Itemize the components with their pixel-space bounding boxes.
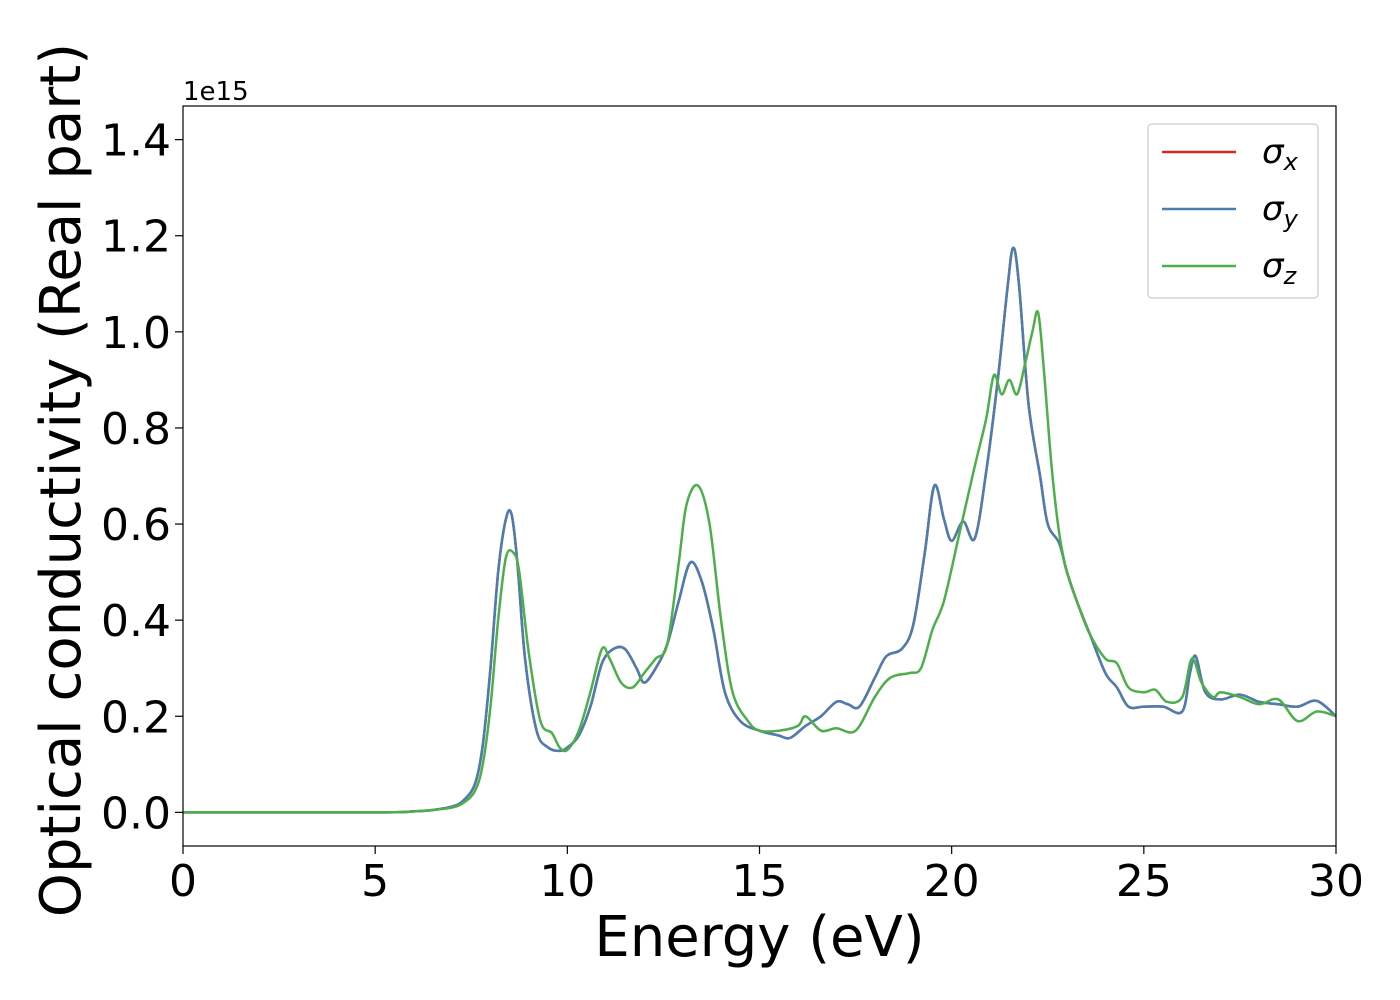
x-tick-label: 20 [924,856,980,907]
x-tick-label: 25 [1116,856,1172,907]
x-tick-label: 10 [539,856,595,907]
series-layer [183,246,1336,814]
y-tick-label: 1.4 [101,116,171,167]
y-axis-ticks: 0.0 0.2 0.4 0.6 0.8 1.0 1.2 1.4 [101,116,183,839]
legend-label-sigma-y: σy [1262,189,1299,233]
x-tick-label: 15 [732,856,788,907]
x-axis-ticks: 0 5 10 15 20 25 30 [169,846,1364,907]
y-tick-label: 1.2 [101,212,171,263]
y-axis-offset-label: 1e15 [183,77,249,107]
x-tick-label: 30 [1308,856,1364,907]
series-line-sigma-z [183,309,1336,814]
y-tick-label: 0.8 [101,404,171,455]
legend-label-sigma-z: σz [1262,246,1298,290]
series-line-sigma-y [183,246,1336,814]
legend: σx σy σz [1147,123,1319,299]
legend-box [1147,123,1319,299]
y-tick-label: 1.0 [101,308,171,359]
x-tick-label: 0 [169,856,197,907]
y-tick-label: 0.0 [101,788,171,839]
y-tick-label: 0.2 [101,692,171,743]
legend-label-sigma-x: σx [1262,132,1299,176]
x-tick-label: 5 [361,856,389,907]
x-axis-label: Energy (eV) [594,905,924,970]
y-tick-label: 0.4 [101,596,171,647]
y-axis-label: Optical conductivity (Real part) [29,43,94,917]
y-tick-label: 0.6 [101,500,171,551]
